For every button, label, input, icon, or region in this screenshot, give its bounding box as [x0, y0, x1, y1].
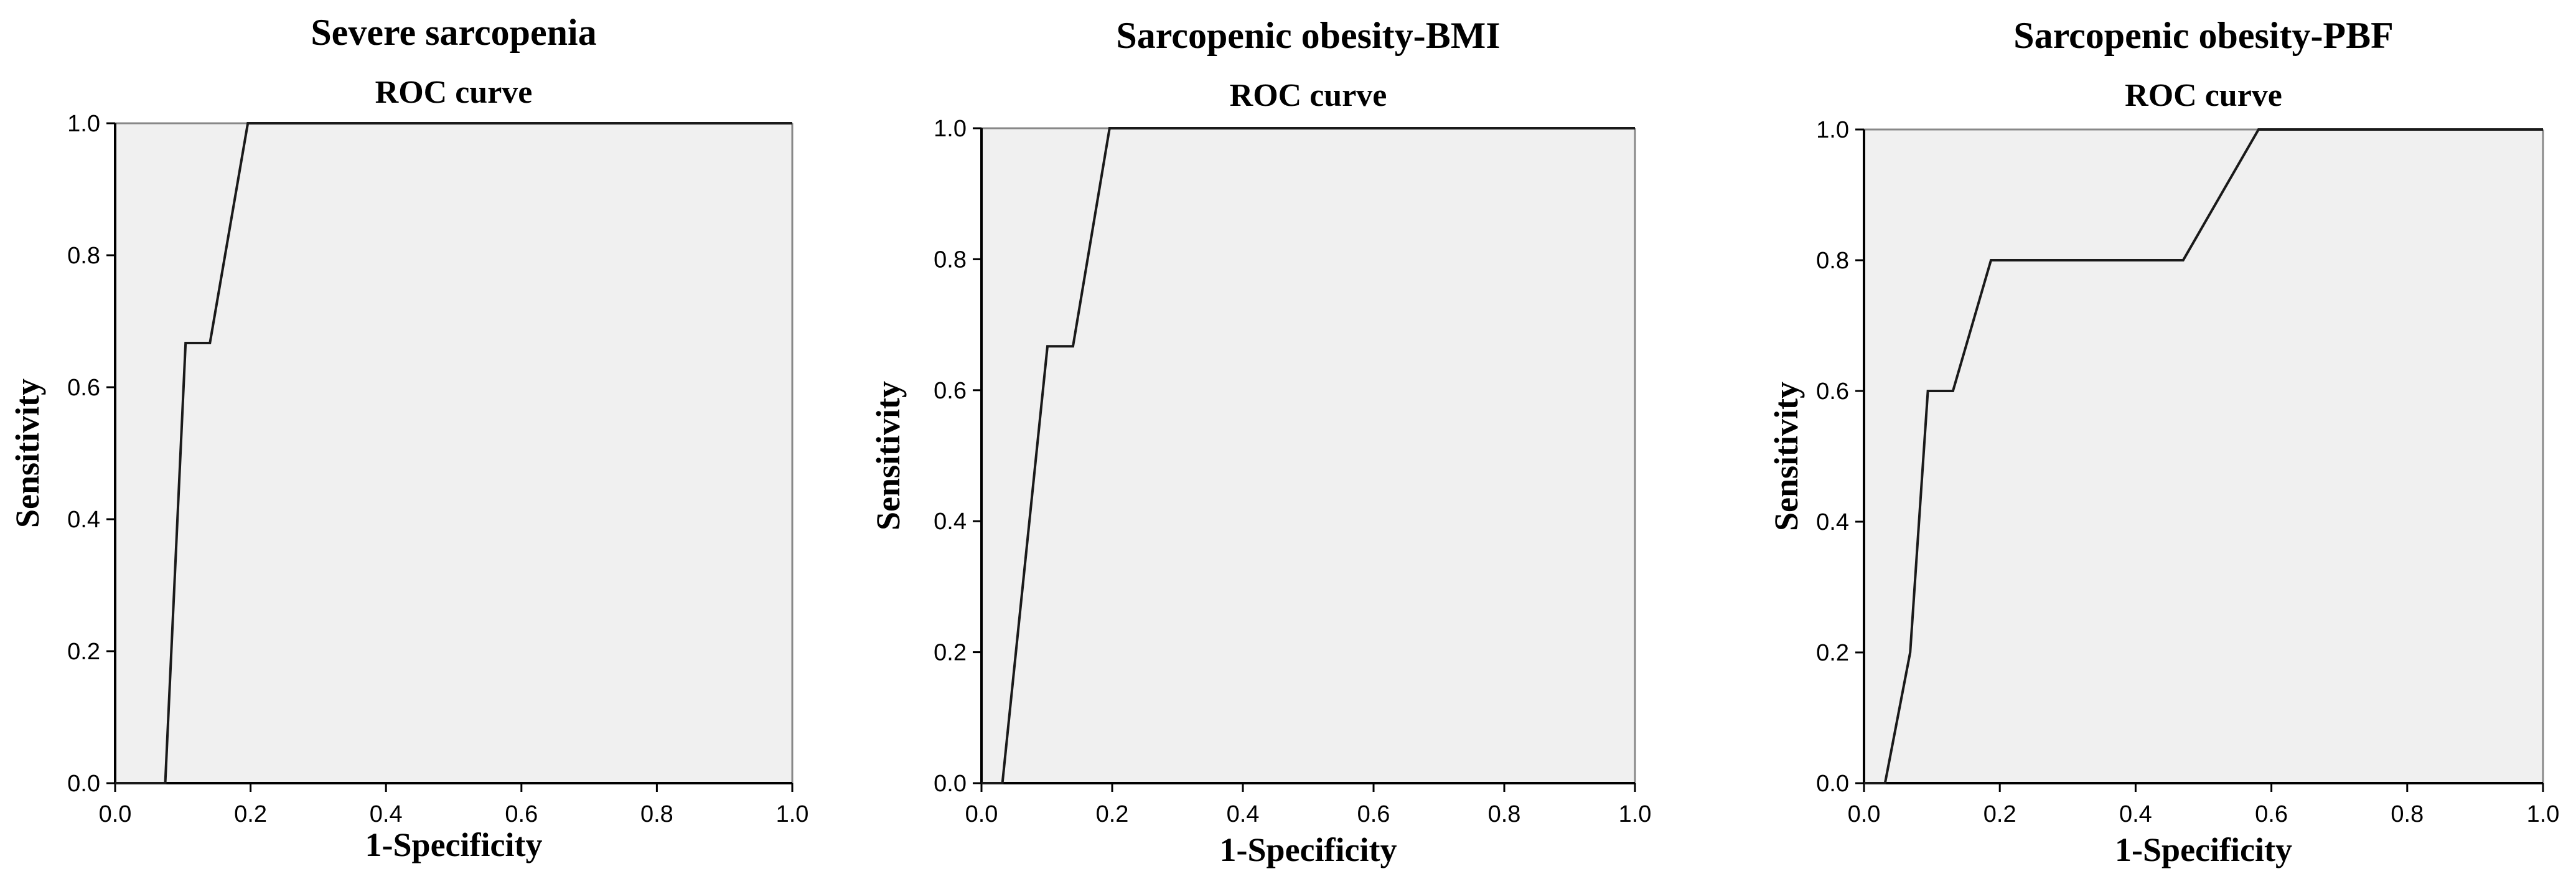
y-tick-label: 0.4: [67, 507, 100, 533]
plot-area: [1864, 129, 2543, 783]
roc-panel-3: Sarcopenic obesity-PBF ROC curve 0.0 0.2 0.4…: [1768, 15, 2559, 868]
x-tick-label: 1.0: [2527, 801, 2560, 827]
y-tick-label: 0.6: [934, 378, 967, 404]
x-tick-label: 0.6: [505, 801, 538, 827]
y-axis-label: Sensitivity: [1768, 382, 1805, 531]
y-tick-label: 0.4: [1816, 509, 1849, 535]
x-tick-label: 1.0: [1619, 801, 1652, 827]
roc-curve-line: [981, 127, 1635, 784]
y-tick-label: 0.6: [1816, 379, 1849, 405]
roc-panel-2: Sarcopenic obesity-BMI ROC curve 0.0 0.2 0.4…: [869, 15, 1651, 868]
chart-subtitle: ROC curve: [2125, 78, 2282, 113]
y-tick-label: 1.0: [1816, 117, 1849, 143]
y-tick-label: 0.8: [934, 247, 967, 273]
y-tick-label: 1.0: [934, 116, 967, 142]
y-tick-label: 0.0: [67, 771, 100, 797]
x-axis-label: 1-Specificity: [365, 826, 543, 863]
x-tick-label: 0.8: [640, 801, 673, 827]
x-tick-label: 0.2: [234, 801, 267, 827]
x-tick-label: 0.2: [1984, 801, 2016, 827]
x-tick-label: 0.6: [1357, 801, 1390, 827]
roc-panel-1: Severe sarcopenia ROC curve 0.0 0.2 0.4 0.6 0.…: [9, 12, 808, 863]
y-tick-label: 0.2: [1816, 640, 1849, 666]
x-tick-label: 0.6: [2255, 801, 2288, 827]
roc-curve-line: [115, 122, 792, 784]
x-axis-label: 1-Specificity: [1220, 831, 1397, 868]
y-tick-label: 0.4: [934, 509, 967, 535]
chart-subtitle: ROC curve: [1230, 78, 1387, 113]
x-tick-label: 0.2: [1096, 801, 1129, 827]
plot-area: [981, 128, 1635, 783]
y-tick-label: 0.0: [1816, 771, 1849, 797]
y-tick-label: 0.0: [934, 771, 967, 797]
roc-curve-line: [1864, 128, 2543, 784]
x-tick-label: 0.4: [370, 801, 403, 827]
y-tick-label: 0.6: [67, 375, 100, 401]
x-tick-label: 0.4: [2119, 801, 2152, 827]
y-tick-label: 0.8: [1816, 248, 1849, 274]
x-tick-label: 1.0: [776, 801, 809, 827]
y-tick-label: 0.2: [67, 639, 100, 665]
y-tick-label: 1.0: [67, 111, 100, 137]
x-tick-label: 0.0: [1848, 801, 1881, 827]
x-tick-label: 0.0: [99, 801, 132, 827]
x-tick-label: 0.8: [2391, 801, 2424, 827]
y-tick-label: 0.2: [934, 640, 967, 666]
y-axis-label: Sensitivity: [9, 379, 46, 528]
x-axis-label: 1-Specificity: [2115, 831, 2292, 868]
chart-subtitle: ROC curve: [375, 75, 533, 110]
x-tick-label: 0.0: [965, 801, 998, 827]
x-tick-label: 0.8: [1488, 801, 1521, 827]
chart-title: Sarcopenic obesity-BMI: [1116, 15, 1500, 56]
x-tick-label: 0.4: [1227, 801, 1260, 827]
y-axis-label: Sensitivity: [869, 381, 907, 530]
y-tick-label: 0.8: [67, 243, 100, 269]
plot-area: [115, 123, 792, 783]
chart-title: Severe sarcopenia: [311, 12, 596, 53]
chart-title: Sarcopenic obesity-PBF: [2013, 15, 2394, 56]
